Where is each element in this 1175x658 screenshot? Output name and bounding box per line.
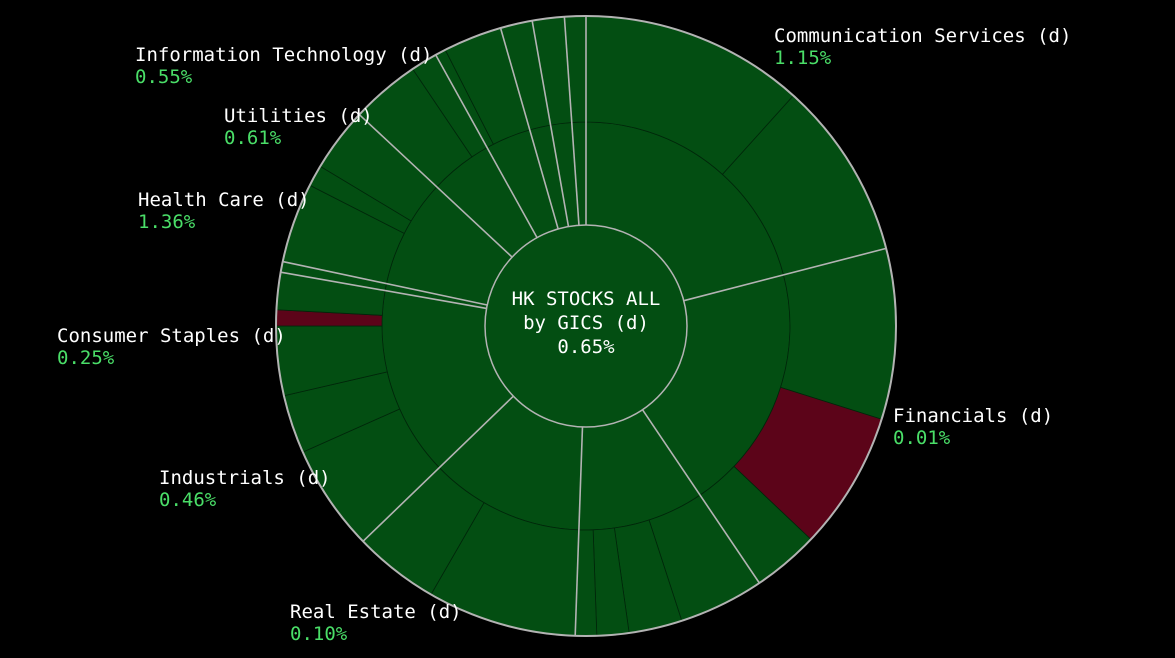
sector-change: 0.55% <box>135 66 193 88</box>
sector-change: 1.36% <box>138 211 196 233</box>
sector-label-consumer-staples[interactable]: Consumer Staples (d) 0.25% <box>57 325 286 369</box>
separator-utilities <box>358 113 513 258</box>
center-value: 0.65% <box>557 336 615 358</box>
sector-fills <box>275 15 897 637</box>
sector-label-information-technology[interactable]: Information Technology (d) 0.55% <box>135 44 432 88</box>
separator-industrials <box>574 426 584 636</box>
sector-name: Information Technology (d) <box>135 44 433 66</box>
center-circle <box>484 224 688 428</box>
sector-name: Industrials (d) <box>159 467 331 489</box>
separator-health-care <box>282 260 488 306</box>
sector-change: 0.01% <box>893 427 951 449</box>
sector-name: Communication Services (d) <box>774 25 1072 47</box>
sector-label-real-estate[interactable]: Real Estate (d) 0.10% <box>290 601 462 645</box>
sector-label-utilities[interactable]: Utilities (d) 0.61% <box>224 105 373 149</box>
sector-name: Real Estate (d) <box>290 601 462 623</box>
separator-real-estate <box>641 409 761 584</box>
sector-label-industrials[interactable]: Industrials (d) 0.46% <box>159 467 331 511</box>
separator-it-0 <box>499 27 559 230</box>
sector-change: 0.25% <box>57 347 115 369</box>
separator-sliver <box>280 271 487 310</box>
separator-it-1 <box>531 20 570 227</box>
sector-name: Utilities (d) <box>224 105 373 127</box>
separator-financials <box>683 247 887 302</box>
separator-consumer-staples <box>362 395 514 542</box>
separator-it-2 <box>563 16 580 226</box>
outer-ring <box>275 15 897 637</box>
sector-label-communication-services[interactable]: Communication Services (d) 1.15% <box>774 25 1071 69</box>
sector-change: 1.15% <box>774 47 832 69</box>
center-label: HK STOCKS ALL by GICS (d) 0.65% <box>486 287 686 359</box>
sector-separators <box>280 16 887 636</box>
center-subtitle: by GICS (d) <box>523 312 649 334</box>
sector-label-financials[interactable]: Financials (d) 0.01% <box>893 405 1053 449</box>
center-title: HK STOCKS ALL <box>511 288 661 310</box>
sector-change: 0.46% <box>159 489 217 511</box>
sector-name: Financials (d) <box>893 405 1054 427</box>
sector-name: Health Care (d) <box>138 189 310 211</box>
sector-name: Consumer Staples (d) <box>57 325 286 347</box>
sector-change: 0.61% <box>224 127 282 149</box>
sector-label-health-care[interactable]: Health Care (d) 1.36% <box>138 189 310 233</box>
sector-change: 0.10% <box>290 623 348 645</box>
separator-information-technology <box>435 54 538 239</box>
